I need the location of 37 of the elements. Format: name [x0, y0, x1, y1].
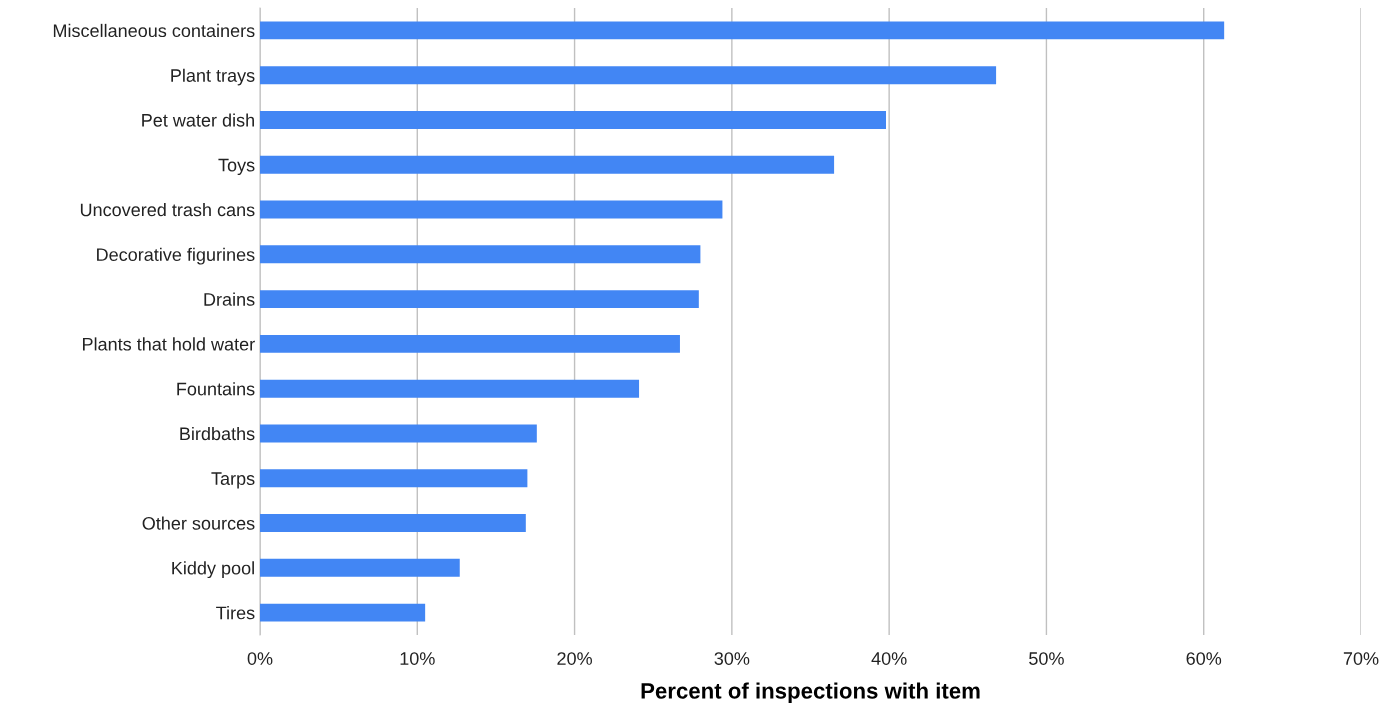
y-tick-label: Plants that hold water [83, 337, 255, 351]
bar [260, 334, 680, 353]
bar [260, 290, 699, 309]
bar [260, 111, 886, 129]
bar [260, 558, 460, 577]
x-tick-label: 0% [247, 652, 273, 665]
x-tick-label: 60% [1186, 652, 1222, 665]
y-tick-label: Plant trays [171, 68, 255, 86]
y-tick-label: Toys [218, 158, 255, 176]
bar [260, 514, 526, 532]
bar [260, 66, 997, 85]
x-tick-label: 70% [1343, 652, 1379, 665]
y-tick-label: Decorative figurines [97, 247, 255, 265]
y-tick-label: Fountains [177, 382, 255, 396]
bar [260, 200, 723, 219]
y-tick-label: Birdbaths [180, 426, 255, 441]
bar [260, 21, 1225, 40]
bar [260, 469, 528, 488]
x-tick-label: 40% [871, 652, 907, 665]
y-tick-label: Drains [204, 292, 255, 306]
x-tick-label: 50% [1029, 652, 1064, 665]
y-tick-label: Uncovered trash cans [80, 202, 255, 217]
bar [260, 155, 835, 174]
y-tick-label: Tires [216, 606, 255, 620]
y-tick-label: Miscellaneous containers [53, 23, 255, 38]
y-tick-label: Pet water dish [142, 113, 254, 127]
bar [260, 245, 701, 264]
bar [260, 603, 426, 622]
x-tick-label: 20% [557, 652, 592, 665]
y-tick-label: Tarps [211, 472, 255, 489]
x-tick-label: 10% [400, 652, 435, 665]
x-axis-title: Percent of inspections with item [641, 682, 980, 704]
bar [260, 379, 640, 398]
x-tick-label: 30% [714, 652, 750, 665]
bar [260, 424, 537, 443]
y-tick-label: Other sources [142, 516, 255, 530]
y-tick-label: Kiddy pool [172, 561, 254, 579]
